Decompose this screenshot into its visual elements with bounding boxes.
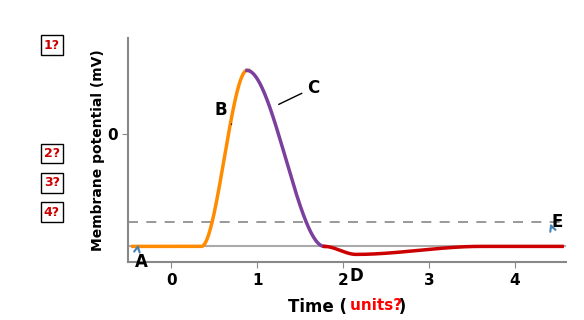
Text: E: E [551,213,562,231]
Text: Time (: Time ( [288,298,347,316]
Text: 4?: 4? [44,205,60,219]
Text: A: A [135,253,148,271]
Text: D: D [349,267,363,285]
Text: B: B [214,101,231,124]
Y-axis label: Membrane potential (mV): Membrane potential (mV) [91,50,105,251]
Text: ): ) [347,298,406,316]
Text: 2?: 2? [44,147,60,160]
Text: 3?: 3? [44,176,60,189]
Text: units?: units? [347,298,402,313]
Text: C: C [279,79,319,104]
Text: 1?: 1? [44,39,60,52]
